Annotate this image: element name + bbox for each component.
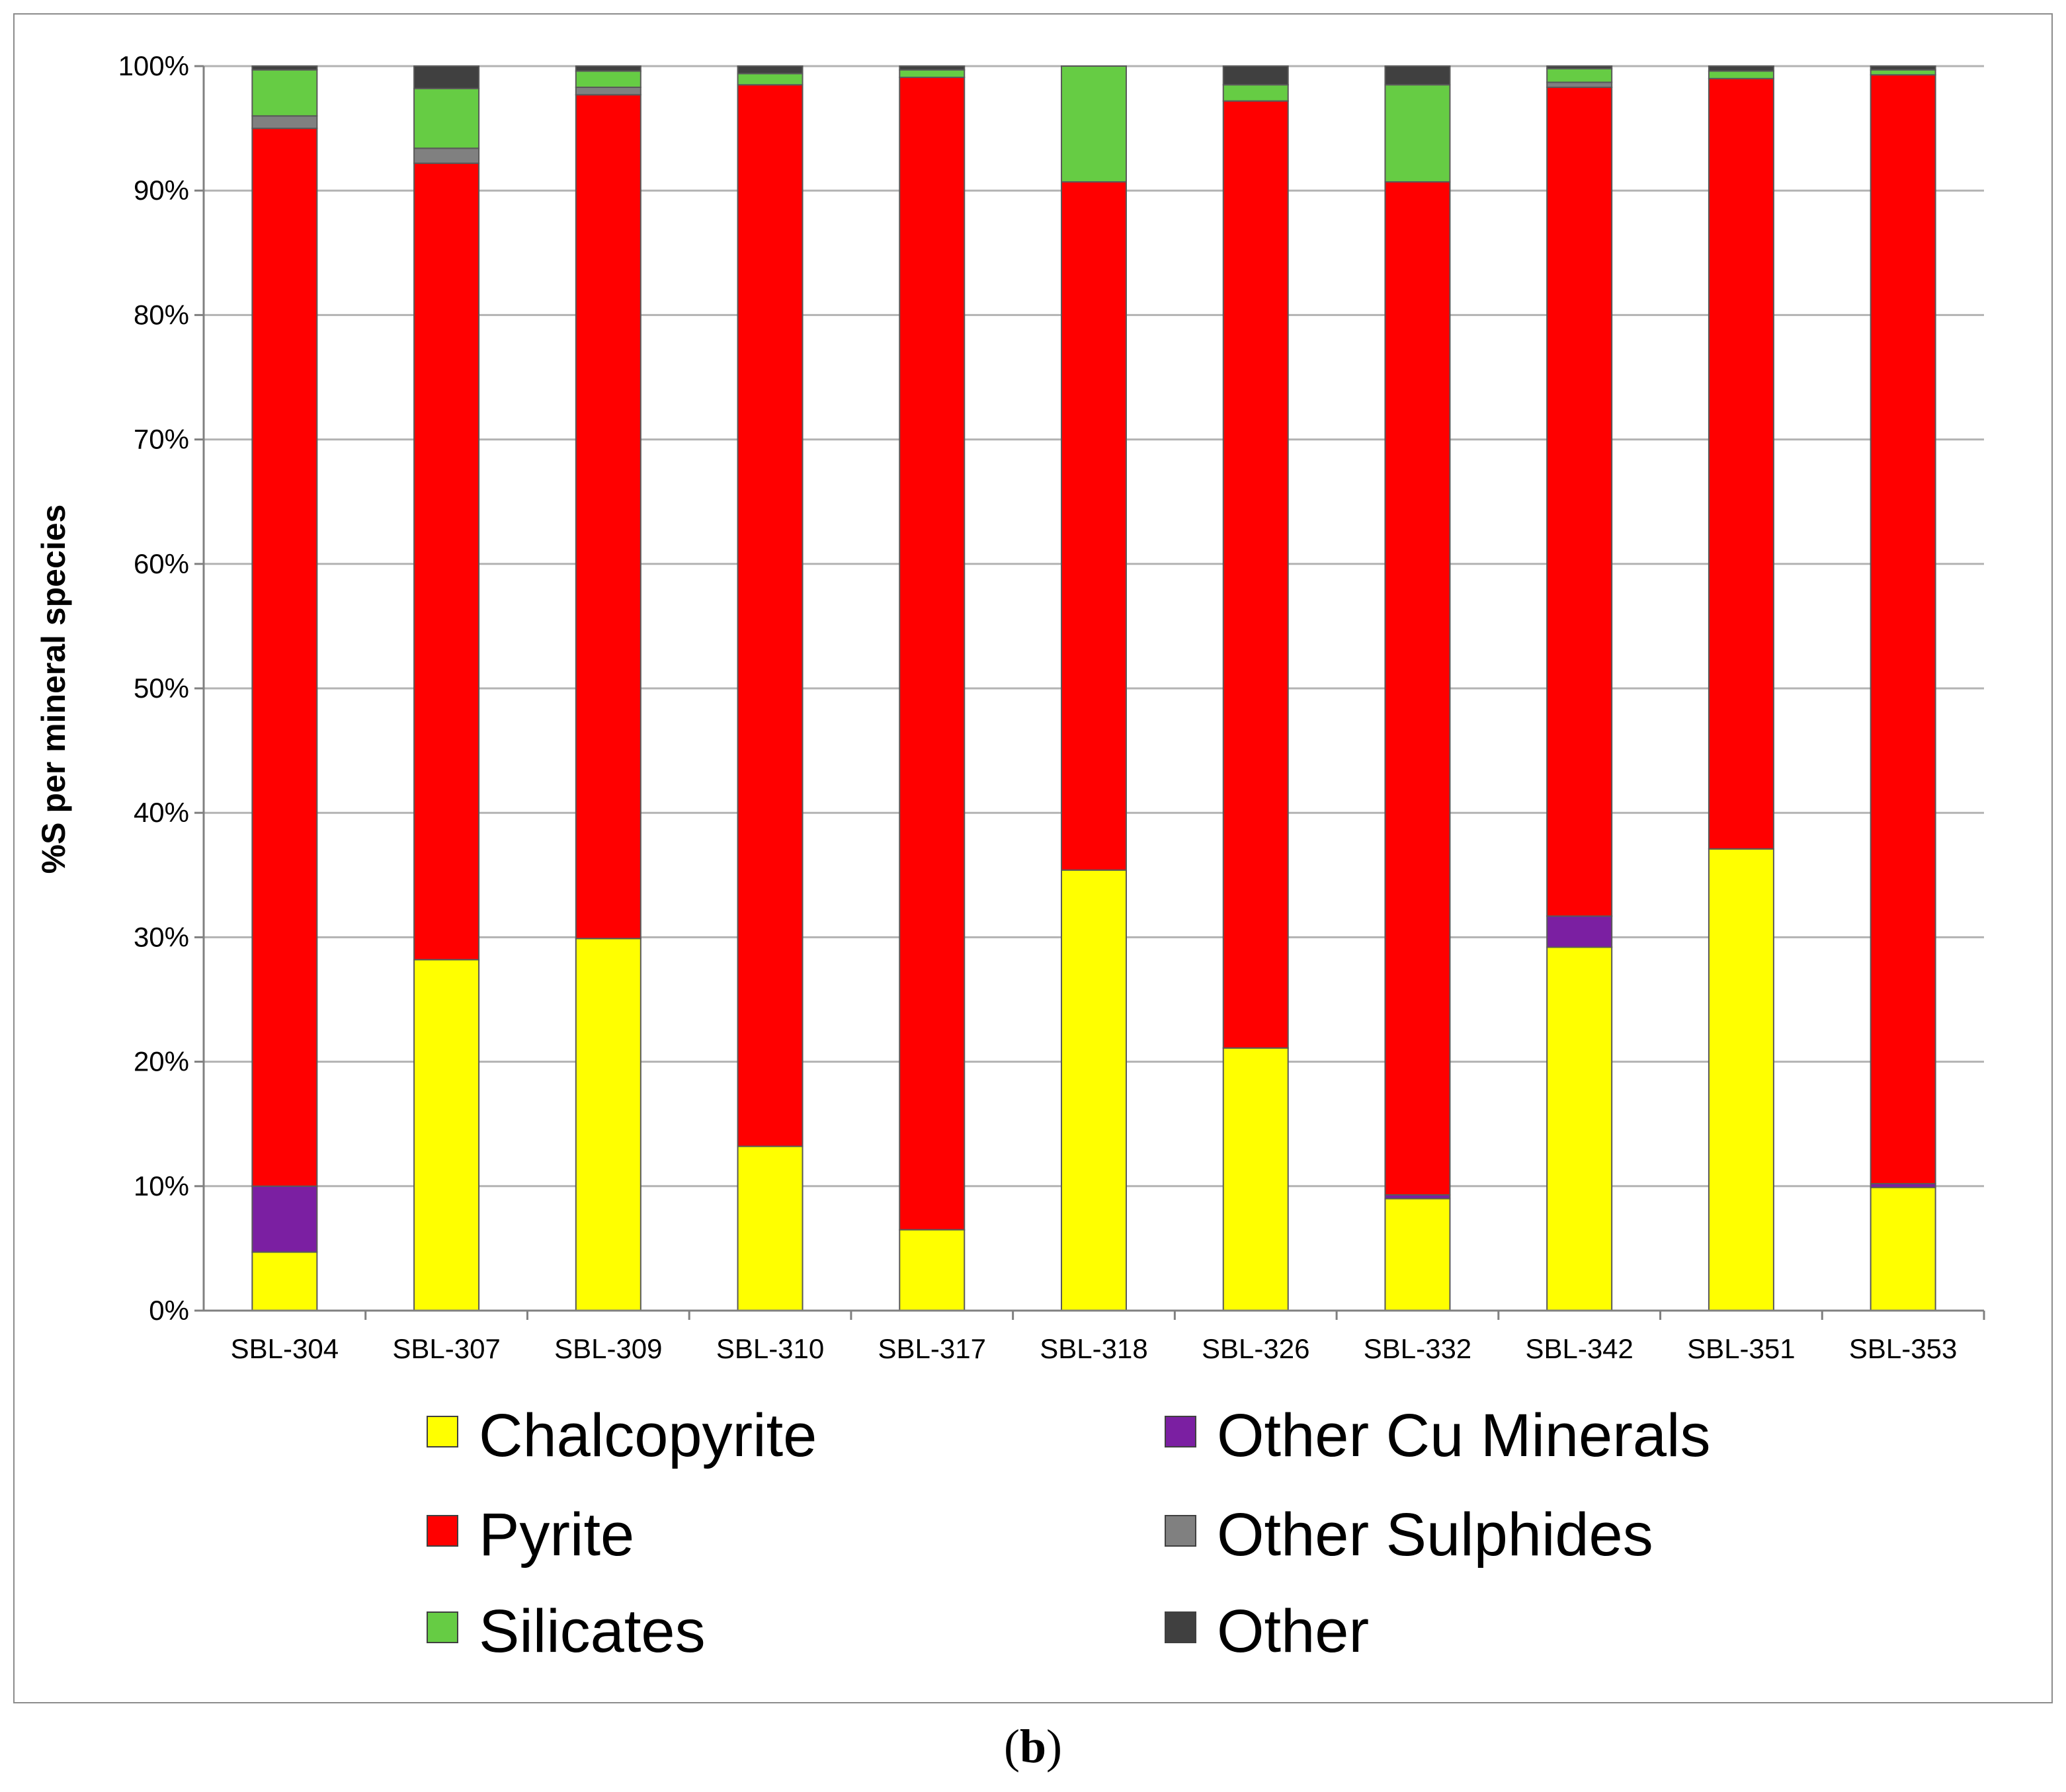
panel-label-open: (	[1003, 1720, 1020, 1773]
bar-segment	[575, 65, 641, 72]
bar-segment	[1708, 65, 1774, 72]
x-tick-label: SBL-342	[1525, 1333, 1633, 1364]
legend-item: Other Cu Minerals	[1165, 1402, 1710, 1469]
x-tick-label: SBL-332	[1364, 1333, 1471, 1364]
bar-segment	[413, 87, 480, 149]
x-tick-label: SBL-317	[878, 1333, 986, 1364]
bar-segment	[1546, 81, 1613, 88]
bar-segment	[251, 1251, 318, 1312]
bar-segment	[1546, 65, 1613, 69]
bar-segment	[1061, 181, 1127, 871]
legend-item: Silicates	[427, 1598, 706, 1665]
bar-segment	[1061, 65, 1127, 183]
x-tick-label: SBL-351	[1687, 1333, 1795, 1364]
x-tick-label: SBL-307	[392, 1333, 500, 1364]
bar-segment	[251, 128, 318, 1187]
x-tick-label: SBL-318	[1040, 1333, 1147, 1364]
bar-segment	[1384, 65, 1451, 86]
bar-segment	[1222, 1047, 1289, 1311]
legend: Chalcopyrite Pyrite Silicates Other Cu Mine…	[427, 1402, 1710, 1665]
bar-segment	[899, 1229, 966, 1312]
bar-segment	[1546, 67, 1613, 83]
x-tick-label: SBL-326	[1202, 1333, 1309, 1364]
x-tick-label: SBL-310	[716, 1333, 824, 1364]
y-tick-label: 30%	[134, 921, 189, 952]
panel-label-letter: b	[1019, 1720, 1047, 1773]
bar-segment	[1870, 1186, 1936, 1311]
legend-label: Other Sulphides	[1217, 1501, 1653, 1568]
y-axis-title: %S per mineral species	[35, 505, 72, 874]
bar-segment	[1708, 70, 1774, 79]
y-tick-label: 40%	[134, 797, 189, 828]
bar-segment	[413, 959, 480, 1311]
bar-segment	[1708, 77, 1774, 850]
bar-segment	[1061, 869, 1127, 1311]
legend-item: Other Sulphides	[1165, 1501, 1653, 1568]
bar-segment	[1546, 946, 1613, 1312]
y-tick-label: 100%	[118, 50, 189, 81]
bar-segment	[251, 1185, 318, 1253]
panel-label: (b)	[0, 1719, 2066, 1774]
x-tick-label: SBL-353	[1849, 1333, 1957, 1364]
y-tick-label: 10%	[134, 1170, 189, 1201]
bar-segment	[251, 69, 318, 117]
bar-segment	[899, 76, 966, 1231]
bar-segment	[1222, 100, 1289, 1049]
bar-segment	[575, 70, 641, 88]
bar-segment	[575, 86, 641, 96]
bar-segment	[251, 115, 318, 130]
y-tick-label: 50%	[134, 672, 189, 704]
legend-label: Chalcopyrite	[479, 1402, 817, 1469]
bars	[251, 65, 1936, 1312]
bar-segment	[1384, 181, 1451, 1196]
legend-swatch	[1165, 1611, 1196, 1643]
panel-label-close: )	[1046, 1720, 1062, 1773]
legend-swatch	[427, 1611, 458, 1643]
legend-item: Pyrite	[427, 1501, 634, 1568]
bar-segment	[737, 1145, 804, 1312]
y-tick-label: 0%	[149, 1295, 189, 1326]
bar-segment	[575, 94, 641, 940]
bar-segment	[899, 65, 966, 71]
y-tick-label: 60%	[134, 548, 189, 579]
legend-label: Other	[1217, 1598, 1369, 1665]
bar-segment	[1546, 915, 1613, 948]
bar-segment	[1222, 65, 1289, 86]
y-tick-label: 90%	[134, 175, 189, 206]
x-tick-label: SBL-309	[554, 1333, 662, 1364]
axes: 0% 10% 20% 30% 40% 50% 60% 70% 80% 90% 100% SBL-304…	[118, 50, 1985, 1364]
legend-label: Pyrite	[479, 1501, 634, 1568]
legend-item: Other	[1165, 1598, 1369, 1665]
bar-segment	[1870, 69, 1936, 76]
bar-segment	[1870, 74, 1936, 1185]
bar-segment	[737, 65, 804, 75]
bar-segment	[1222, 84, 1289, 102]
stacked-bar-chart: 0% 10% 20% 30% 40% 50% 60% 70% 80% 90% 100% SBL-304…	[35, 50, 1985, 1665]
bar-segment	[1708, 848, 1774, 1311]
bar-segment	[413, 65, 480, 89]
bar-segment	[1546, 86, 1613, 917]
bar-segment	[575, 938, 641, 1311]
legend-label: Silicates	[479, 1598, 706, 1665]
x-tick-label: SBL-304	[231, 1333, 339, 1364]
legend-swatch	[1165, 1416, 1196, 1447]
legend-swatch	[427, 1416, 458, 1447]
bar-segment	[737, 84, 804, 1147]
bar-segment	[899, 69, 966, 78]
bar-segment	[737, 73, 804, 86]
y-tick-label: 80%	[134, 299, 189, 330]
bar-segment	[1384, 84, 1451, 183]
legend-swatch	[427, 1515, 458, 1547]
y-tick-label: 20%	[134, 1046, 189, 1077]
legend-item: Chalcopyrite	[427, 1402, 817, 1469]
bar-segment	[413, 162, 480, 961]
bar-segment	[251, 65, 318, 71]
legend-swatch	[1165, 1515, 1196, 1547]
bar-segment	[1384, 1198, 1451, 1311]
legend-label: Other Cu Minerals	[1217, 1402, 1710, 1469]
y-tick-label: 70%	[134, 424, 189, 455]
bar-segment	[1870, 65, 1936, 71]
bar-segment	[413, 147, 480, 164]
